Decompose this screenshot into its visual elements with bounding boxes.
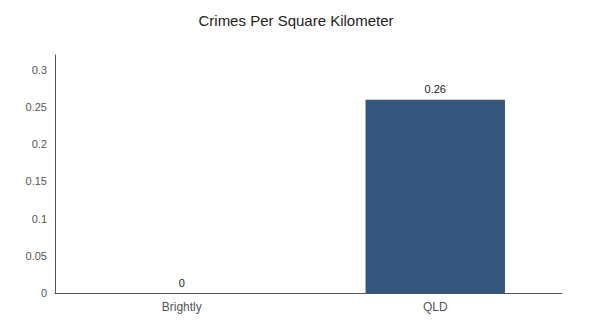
svg-text:Brightly: Brightly	[162, 300, 202, 314]
svg-text:0.25: 0.25	[26, 101, 47, 113]
svg-text:QLD: QLD	[423, 300, 448, 314]
svg-text:0.1: 0.1	[32, 213, 47, 225]
svg-text:0.2: 0.2	[32, 138, 47, 150]
svg-text:0: 0	[41, 287, 47, 299]
svg-text:0.15: 0.15	[26, 175, 47, 187]
svg-text:0.05: 0.05	[26, 250, 47, 262]
svg-text:0: 0	[179, 277, 185, 289]
svg-text:Crimes Per Square Kilometer: Crimes Per Square Kilometer	[198, 12, 393, 29]
svg-text:0.3: 0.3	[32, 64, 47, 76]
svg-text:0.26: 0.26	[425, 83, 446, 95]
